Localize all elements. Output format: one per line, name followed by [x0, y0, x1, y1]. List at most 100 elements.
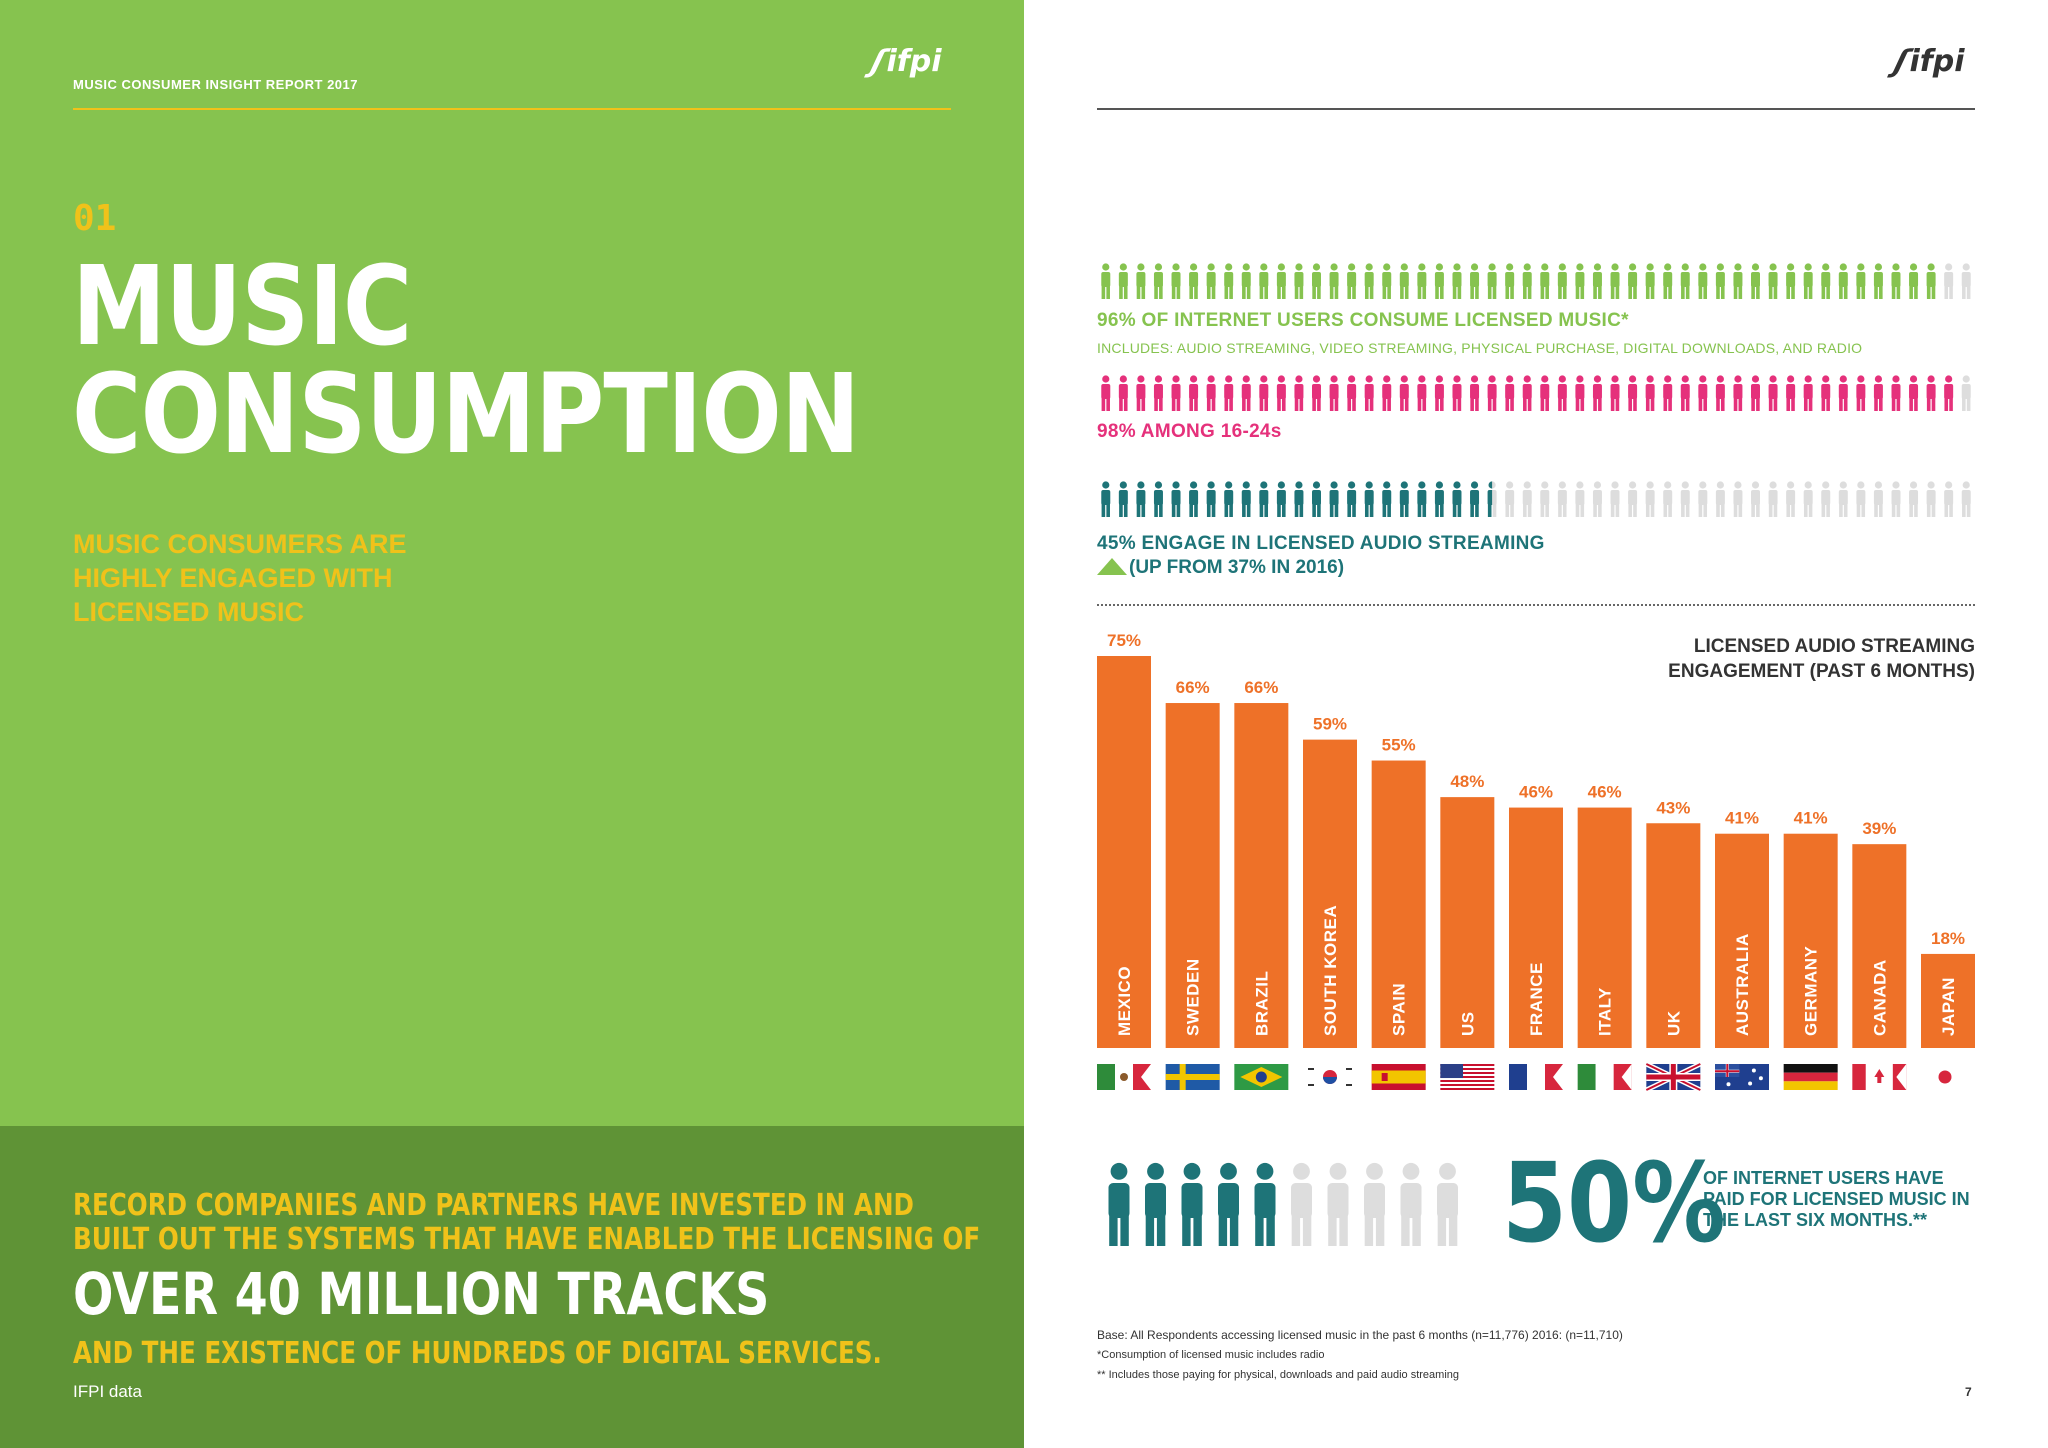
person-icon: [1540, 263, 1550, 299]
left-green-panel: [0, 0, 1024, 1126]
person-icon: [1291, 1162, 1312, 1246]
bar-france: [1509, 807, 1563, 1048]
left-page: MUSIC CONSUMER INSIGHT REPORT 2017 ʃifpi…: [0, 0, 1024, 1448]
bar-japan: [1921, 953, 1975, 1048]
bar-sweden: [1165, 703, 1220, 1048]
person-icon: [1891, 263, 1901, 299]
person-icon: [1417, 263, 1427, 299]
person-icon: [1347, 481, 1357, 517]
person-icon: [1891, 375, 1901, 411]
person-icon: [1294, 263, 1304, 299]
stat-45-up-text: (UP FROM 37% IN 2016): [1129, 557, 1345, 578]
person-icon: [1628, 481, 1638, 517]
person-icon: [1891, 481, 1901, 517]
brazil-flag: [1234, 1064, 1289, 1090]
person-icon: [1145, 1162, 1166, 1246]
chart-title-line-1: LICENSED AUDIO STREAMING: [1693, 636, 1975, 657]
person-icon: [1181, 1162, 1203, 1246]
person-icon: [1136, 263, 1146, 299]
bar-category-label: MEXICO: [1115, 966, 1134, 1036]
person-icon: [1873, 263, 1883, 299]
ifpi-logo-right: ʃifpi: [1890, 44, 1965, 79]
stat-45-label: 45% ENGAGE IN LICENSED AUDIO STREAMING: [1097, 533, 1545, 554]
person-icon: [1434, 481, 1444, 517]
source-note: IFPI data: [73, 1382, 142, 1401]
person-icon: [1241, 481, 1251, 517]
person-icon: [1364, 481, 1374, 517]
left-dark-green-panel: [0, 1126, 1024, 1448]
chart-title: LICENSED AUDIO STREAMING ENGAGEMENT (PAS…: [1668, 634, 1975, 684]
sweden-flag: [1165, 1064, 1220, 1090]
person-icon: [1294, 481, 1304, 517]
title-line-1: MUSIC: [72, 242, 412, 370]
person-icon: [1136, 481, 1146, 517]
person-icon: [1926, 375, 1936, 411]
person-icon: [1118, 263, 1128, 299]
person-icon: [1118, 481, 1128, 517]
us-flag: [1440, 1064, 1495, 1090]
person-icon: [1505, 375, 1515, 411]
bar-category-label: AUSTRALIA: [1733, 933, 1752, 1036]
person-icon: [1224, 375, 1234, 411]
people-icons-96: [1101, 263, 1971, 299]
person-icon: [1470, 375, 1480, 411]
footnote-2: ** Includes those paying for physical, d…: [1097, 1369, 1460, 1381]
records-line-1: RECORD COMPANIES AND PARTNERS HAVE INVES…: [73, 1188, 914, 1223]
person-icon: [1171, 375, 1181, 411]
person-icon: [1364, 263, 1374, 299]
person-icon: [1101, 263, 1111, 299]
person-icon: [1821, 263, 1831, 299]
person-icon: [1645, 263, 1655, 299]
paid-percentage: 50%: [1502, 1139, 1726, 1267]
person-icon: [1838, 481, 1848, 517]
paid-description: OF INTERNET USERS HAVE PAID FOR LICENSED…: [1703, 1168, 1970, 1230]
person-icon: [1961, 375, 1971, 411]
person-icon: [1259, 263, 1269, 299]
person-icon: [1873, 375, 1883, 411]
person-icon: [1645, 481, 1655, 517]
person-icon: [1329, 481, 1339, 517]
person-icon: [1437, 1162, 1458, 1246]
germany-flag: [1783, 1064, 1838, 1090]
person-icon: [1751, 263, 1760, 299]
person-icon: [1276, 263, 1286, 299]
person-icon: [1803, 263, 1813, 299]
bar-us: [1440, 797, 1495, 1048]
person-icon: [1557, 481, 1567, 517]
bar-category-label: SPAIN: [1390, 983, 1409, 1036]
person-icon: [1628, 375, 1638, 411]
person-icon: [1592, 263, 1602, 299]
person-icon: [1470, 263, 1480, 299]
person-icon: [1909, 263, 1919, 299]
italy-flag: [1577, 1064, 1632, 1090]
bar-spain: [1371, 760, 1426, 1048]
person-icon: [1575, 263, 1585, 299]
person-icon: [1715, 375, 1725, 411]
person-icon: [1487, 263, 1497, 299]
up-triangle-icon: [1097, 558, 1127, 575]
bar-value-label: 46%: [1588, 783, 1622, 802]
page-title: MUSIC CONSUMPTION: [72, 242, 860, 469]
person-icon: [1628, 263, 1638, 299]
bar-value-label: 41%: [1794, 809, 1828, 828]
person-icon: [1680, 481, 1690, 517]
person-icon: [1803, 375, 1813, 411]
person-icon: [1364, 375, 1374, 411]
person-icon: [1733, 375, 1743, 411]
person-icon: [1399, 375, 1409, 411]
bar-mexico: [1097, 656, 1151, 1048]
section-number: 01: [73, 198, 117, 239]
ifpi-logo: ʃifpi: [867, 44, 941, 79]
ifpi-logo-text: ifpi: [1909, 44, 1965, 79]
stat-98-label: 98% AMONG 16-24s: [1097, 421, 1282, 442]
australia-flag: [1715, 1064, 1769, 1090]
person-icon: [1557, 263, 1567, 299]
person-icon: [1153, 481, 1163, 517]
bar-value-label: 66%: [1176, 678, 1210, 697]
spain-flag: [1371, 1064, 1426, 1090]
person-icon: [1452, 375, 1462, 411]
person-icon: [1241, 263, 1251, 299]
person-icon: [1347, 263, 1357, 299]
person-icon: [1575, 481, 1585, 517]
person-icon: [1821, 375, 1831, 411]
